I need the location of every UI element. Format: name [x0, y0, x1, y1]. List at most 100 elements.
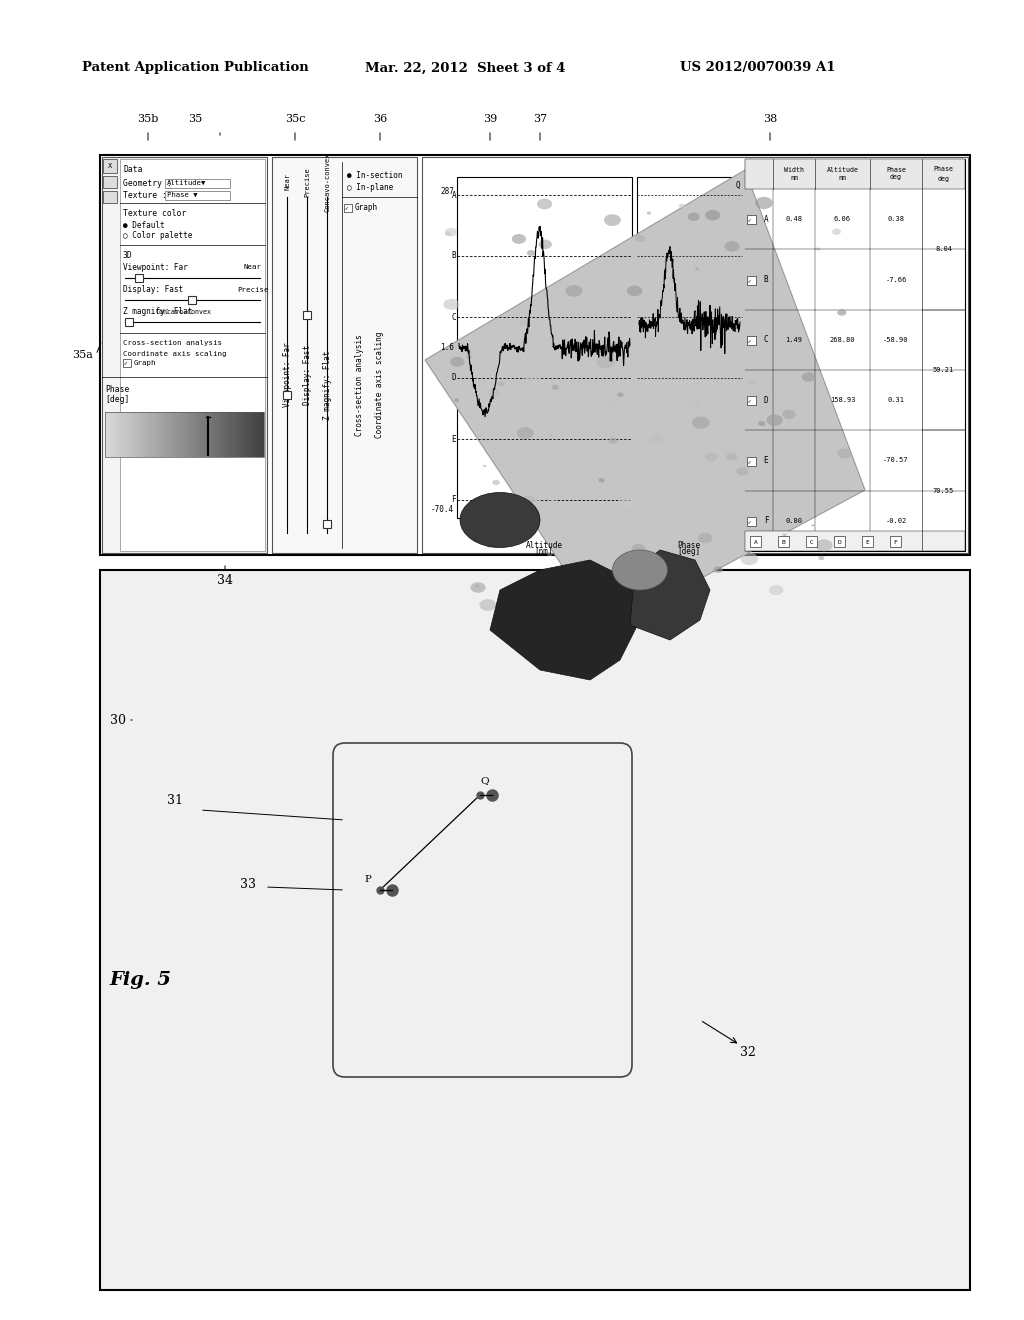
Ellipse shape: [525, 495, 540, 504]
Ellipse shape: [736, 467, 749, 475]
Bar: [637, 177, 742, 422]
Ellipse shape: [714, 566, 723, 573]
Ellipse shape: [549, 434, 553, 436]
Ellipse shape: [466, 355, 472, 359]
Text: ✓: ✓: [748, 399, 752, 404]
Ellipse shape: [617, 392, 624, 397]
Ellipse shape: [725, 242, 739, 252]
Bar: [323, 520, 331, 528]
Text: D: D: [764, 396, 768, 405]
Ellipse shape: [539, 240, 552, 249]
Bar: [103, 191, 117, 203]
Bar: [778, 536, 790, 546]
Text: P: P: [365, 875, 372, 884]
Ellipse shape: [782, 533, 786, 536]
Text: Fig. 5: Fig. 5: [109, 972, 171, 989]
Text: Phase: Phase: [105, 384, 129, 393]
Text: 8.04: 8.04: [935, 247, 952, 252]
Ellipse shape: [626, 595, 639, 605]
Text: 1.49: 1.49: [785, 337, 803, 343]
Bar: [806, 536, 817, 546]
Ellipse shape: [532, 395, 538, 399]
Text: 287: 287: [440, 187, 454, 197]
Text: Phase ▼: Phase ▼: [167, 191, 198, 198]
Bar: [746, 335, 756, 345]
Bar: [283, 391, 291, 399]
Text: F: F: [764, 516, 768, 525]
Text: ✓: ✓: [748, 218, 752, 223]
Text: ✓: ✓: [345, 206, 349, 210]
Bar: [750, 536, 761, 546]
Text: F: F: [452, 495, 456, 504]
Ellipse shape: [451, 356, 465, 367]
Text: Precise: Precise: [304, 168, 310, 197]
Text: D: D: [838, 540, 842, 544]
Ellipse shape: [510, 589, 514, 591]
Ellipse shape: [646, 211, 651, 215]
Text: -70.4: -70.4: [431, 506, 454, 515]
Ellipse shape: [816, 248, 820, 251]
Ellipse shape: [608, 437, 617, 444]
Text: Near: Near: [243, 264, 261, 271]
Text: 30: 30: [110, 714, 126, 726]
Ellipse shape: [575, 590, 580, 594]
Text: Altitude▼: Altitude▼: [167, 180, 207, 186]
Text: 38: 38: [763, 114, 777, 124]
Ellipse shape: [726, 453, 737, 461]
Bar: [303, 312, 311, 319]
Bar: [165, 180, 230, 187]
Ellipse shape: [715, 379, 718, 381]
Bar: [100, 154, 970, 554]
Text: 31: 31: [167, 793, 183, 807]
Ellipse shape: [758, 421, 765, 426]
Text: US 2012/0070039 A1: US 2012/0070039 A1: [680, 62, 836, 74]
Ellipse shape: [811, 524, 814, 527]
Ellipse shape: [818, 556, 824, 560]
Ellipse shape: [632, 544, 645, 553]
Ellipse shape: [695, 268, 699, 271]
Text: B: B: [781, 540, 785, 544]
Text: 3D: 3D: [123, 251, 133, 260]
Ellipse shape: [782, 409, 796, 418]
Text: 0.31: 0.31: [888, 397, 904, 403]
Text: -70.57: -70.57: [884, 458, 908, 463]
Text: Z magnify: Flat: Z magnify: Flat: [123, 308, 193, 317]
Polygon shape: [490, 560, 640, 680]
Ellipse shape: [688, 213, 699, 220]
Bar: [188, 296, 196, 304]
Bar: [746, 517, 756, 525]
Text: [deg]: [deg]: [105, 395, 129, 404]
Text: deg: deg: [938, 176, 949, 182]
Text: A: A: [452, 190, 456, 199]
Ellipse shape: [706, 453, 718, 461]
Ellipse shape: [635, 235, 645, 242]
Text: 36: 36: [373, 114, 387, 124]
Text: C: C: [810, 540, 813, 544]
Text: ✓: ✓: [748, 279, 752, 282]
Text: Q: Q: [480, 776, 489, 785]
Ellipse shape: [455, 399, 459, 403]
Text: 37: 37: [532, 114, 547, 124]
Bar: [344, 205, 352, 213]
Ellipse shape: [479, 599, 496, 611]
Ellipse shape: [444, 231, 451, 236]
Ellipse shape: [598, 478, 605, 483]
Ellipse shape: [481, 499, 498, 511]
Text: Graph: Graph: [355, 203, 378, 213]
Bar: [746, 215, 756, 224]
Ellipse shape: [736, 499, 742, 503]
Text: 0.38: 0.38: [888, 216, 904, 222]
Text: ● In-section: ● In-section: [347, 170, 402, 180]
Ellipse shape: [649, 433, 664, 444]
Ellipse shape: [587, 564, 600, 574]
Ellipse shape: [512, 234, 526, 244]
Text: Near: Near: [284, 173, 290, 190]
Text: -7.66: -7.66: [886, 276, 906, 282]
Text: ○ In-plane: ○ In-plane: [347, 182, 393, 191]
Ellipse shape: [766, 414, 782, 426]
Text: Viewpoint: Far: Viewpoint: Far: [283, 343, 292, 408]
Text: Coordinate axis scaling: Coordinate axis scaling: [376, 331, 384, 438]
Text: Texture color: Texture color: [123, 209, 186, 218]
Ellipse shape: [483, 465, 486, 467]
Bar: [123, 359, 131, 367]
